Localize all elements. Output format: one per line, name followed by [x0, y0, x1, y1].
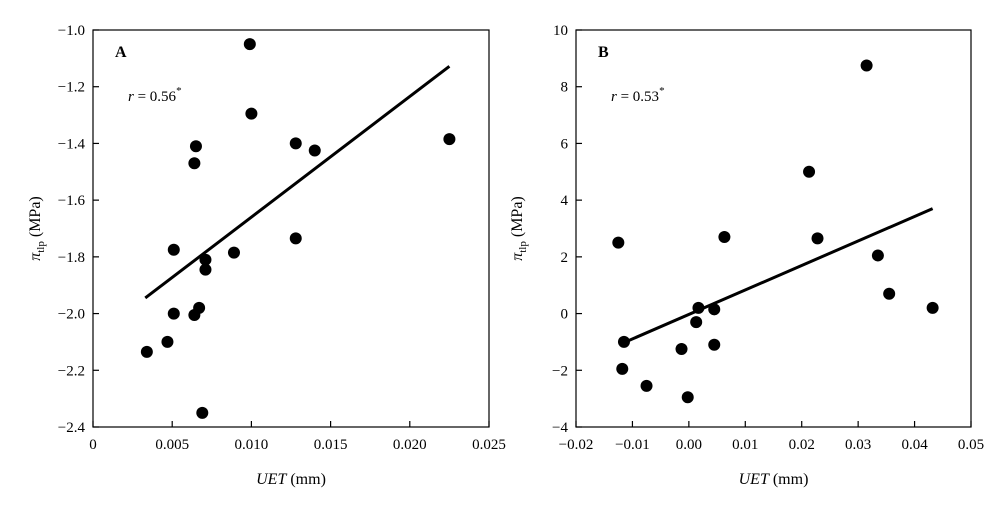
y-tick-label: −1.0: [58, 23, 85, 39]
y-tick-label: −4: [552, 420, 568, 436]
data-point: [289, 232, 302, 245]
regression-line: [621, 207, 934, 345]
y-tick-label: 4: [561, 193, 569, 209]
data-point: [199, 263, 212, 276]
chart-panel-A: 0 0.005 0.010 0.015 0.020 0.025 −2.4 −2.2 −2.0 −1…: [27, 23, 506, 488]
data-point: [803, 165, 816, 178]
x-tick-label: 0.04: [901, 437, 928, 453]
data-point: [443, 133, 456, 146]
data-point: [243, 38, 256, 51]
plot-frame: [92, 29, 490, 428]
x-tick-label: 0.020: [393, 437, 427, 453]
data-point: [708, 338, 721, 351]
x-tick-label: 0.010: [235, 437, 269, 453]
data-point: [227, 246, 240, 259]
y-tick-label: 10: [553, 23, 568, 39]
panel-label: A: [115, 44, 127, 61]
plot-frame: [575, 29, 972, 428]
data-point: [692, 301, 705, 314]
correlation-annotation: r = 0.56*: [128, 85, 182, 105]
data-point: [926, 301, 939, 314]
data-point: [167, 307, 180, 320]
data-point: [675, 343, 688, 356]
data-point: [308, 144, 321, 157]
y-axis-label: πtlp (MPa): [509, 196, 529, 261]
y-tick-label: −1.4: [58, 136, 86, 152]
x-axis-label: UET (mm): [739, 471, 809, 488]
x-tick-label: −0.02: [559, 437, 594, 453]
y-tick-label: −2: [552, 363, 568, 379]
panel-label: B: [598, 44, 609, 61]
data-point: [245, 107, 258, 120]
y-tick-label: 2: [561, 250, 569, 266]
y-tick-label: −2.0: [58, 307, 85, 323]
data-point: [167, 243, 180, 256]
data-point: [196, 406, 209, 419]
x-tick-label: 0.00: [676, 437, 702, 453]
data-point: [690, 316, 703, 329]
y-tick-label: 8: [561, 80, 569, 96]
y-tick-label: −2.4: [58, 420, 86, 436]
regression-line: [144, 65, 451, 300]
y-tick-label: −1.6: [58, 193, 86, 209]
y-tick-label: −1.2: [58, 80, 85, 96]
data-point: [188, 157, 201, 170]
data-point: [718, 231, 731, 244]
data-point: [617, 335, 630, 348]
x-tick-label: 0: [89, 437, 97, 453]
x-tick-label: −0.01: [615, 437, 650, 453]
chart-panel-B: −0.02 −0.01 0.00 0.01 0.02 0.03 0.04 0.05 −4 −2 0 2…: [509, 23, 984, 488]
data-point: [883, 287, 896, 300]
data-point: [708, 303, 721, 316]
x-tick-label: 0.01: [732, 437, 758, 453]
data-point: [811, 232, 824, 245]
y-tick-label: 0: [561, 307, 569, 323]
data-point: [289, 137, 302, 150]
x-tick-label: 0.005: [155, 437, 189, 453]
data-point: [189, 140, 202, 153]
x-tick-label: 0.03: [845, 437, 871, 453]
y-tick-label: −2.2: [58, 363, 85, 379]
data-point: [193, 301, 206, 314]
data-point: [199, 253, 212, 266]
data-point: [612, 236, 625, 249]
data-point: [640, 379, 653, 392]
x-tick-label: 0.02: [789, 437, 815, 453]
x-tick-label: 0.05: [958, 437, 984, 453]
correlation-annotation: r = 0.53*: [611, 85, 665, 105]
x-tick-label: 0.025: [472, 437, 506, 453]
data-point: [681, 391, 694, 404]
y-axis-label: πtlp (MPa): [27, 196, 47, 261]
data-point: [871, 249, 884, 262]
x-tick-label: 0.015: [314, 437, 348, 453]
data-point: [140, 345, 153, 358]
data-point: [616, 362, 629, 375]
y-tick-label: 6: [561, 136, 569, 152]
x-axis-label: UET (mm): [256, 471, 326, 488]
data-point: [860, 59, 873, 72]
y-tick-label: −1.8: [58, 250, 85, 266]
data-point: [161, 335, 174, 348]
